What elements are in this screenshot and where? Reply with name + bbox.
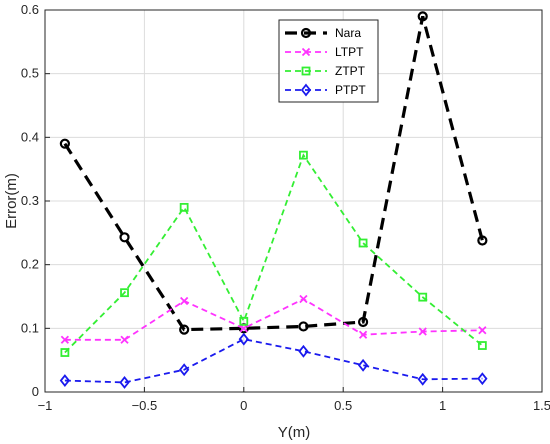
series-ptpt-point (357, 358, 369, 372)
series-ztpt (60, 150, 487, 357)
series-ltpt-point (60, 335, 70, 344)
series-nara-point (477, 235, 488, 246)
y-tick-label: 0.3 (21, 193, 39, 208)
x-tick-label: 1 (439, 398, 446, 413)
series-nara-point (59, 138, 70, 149)
y-tick-label: 0.6 (21, 2, 39, 17)
y-tick-label: 0.1 (21, 320, 39, 335)
series-ztpt-point (477, 341, 487, 350)
legend-item-ptpt: PTPT (285, 83, 366, 97)
series-ztpt-point (299, 150, 308, 160)
series-ztpt-point (179, 202, 189, 212)
legend-swatch-marker (301, 66, 311, 76)
series-ptpt-point (119, 376, 130, 389)
series-ptpt-point (298, 344, 309, 358)
y-tick-label: 0.2 (21, 257, 39, 272)
legend: Nara LTPT ZTPT PTPT (278, 19, 379, 103)
y-tick-label: 0.4 (21, 129, 39, 144)
legend-swatch-marker (301, 47, 311, 57)
x-tick-label: 0.5 (334, 398, 352, 413)
series-nara-point (119, 232, 130, 243)
series-nara-point (179, 324, 190, 335)
y-axis: 0 0.1 0.2 0.3 0.4 0.5 0.6 (21, 2, 50, 399)
x-axis-label: Y(m) (278, 424, 311, 441)
series-ztpt-point (239, 316, 249, 326)
series-ztpt-line (64, 153, 483, 354)
series-ltpt-point (180, 296, 189, 306)
series-ptpt-point (179, 363, 190, 377)
x-tick-label: 0 (240, 398, 247, 413)
x-tick-label: 1.5 (533, 398, 550, 413)
x-tick-label: −1 (38, 398, 53, 413)
legend-item-nara: Nara (285, 26, 361, 40)
series-ztpt-point (358, 238, 368, 248)
series-layer (59, 11, 488, 389)
series-ltpt (60, 294, 487, 344)
series-ltpt-point (358, 330, 368, 339)
y-axis-label: Error(m) (3, 173, 20, 229)
series-ltpt-point (299, 294, 308, 304)
series-ptpt-point (477, 372, 488, 386)
grid-lines (44, 9, 543, 393)
series-ptpt-point (238, 332, 249, 346)
series-ltpt-line (64, 298, 483, 341)
legend-label: LTPT (335, 45, 364, 59)
series-nara-point (298, 321, 309, 332)
series-ltpt-point (120, 335, 129, 344)
series-ptpt-line (64, 338, 483, 384)
x-tick-label: −0.5 (132, 398, 158, 413)
series-nara (59, 11, 488, 335)
series-ztpt-point (60, 348, 70, 357)
series-nara-line (63, 15, 484, 332)
series-ptpt (59, 332, 488, 389)
legend-item-ltpt: LTPT (285, 45, 364, 59)
legend-item-ztpt: ZTPT (285, 64, 366, 78)
series-nara-point (417, 11, 428, 22)
series-ptpt-point (59, 374, 71, 387)
legend-swatch-marker (300, 83, 312, 97)
y-tick-label: 0.5 (21, 66, 39, 81)
series-ltpt-point (418, 327, 427, 336)
legend-label: ZTPT (335, 64, 366, 78)
y-tick-label: 0 (32, 384, 39, 399)
legend-swatch-marker (300, 27, 312, 39)
series-ztpt-point (120, 288, 129, 298)
series-ltpt-point (478, 326, 487, 335)
series-ztpt-point (418, 292, 428, 302)
legend-label: Nara (335, 26, 361, 40)
series-nara-point (357, 316, 369, 328)
series-ltpt-point (239, 324, 248, 333)
x-axis: −1 −0.5 0 0.5 1 1.5 (38, 387, 550, 413)
legend-label: PTPT (335, 83, 366, 97)
series-ptpt-point (417, 372, 428, 386)
